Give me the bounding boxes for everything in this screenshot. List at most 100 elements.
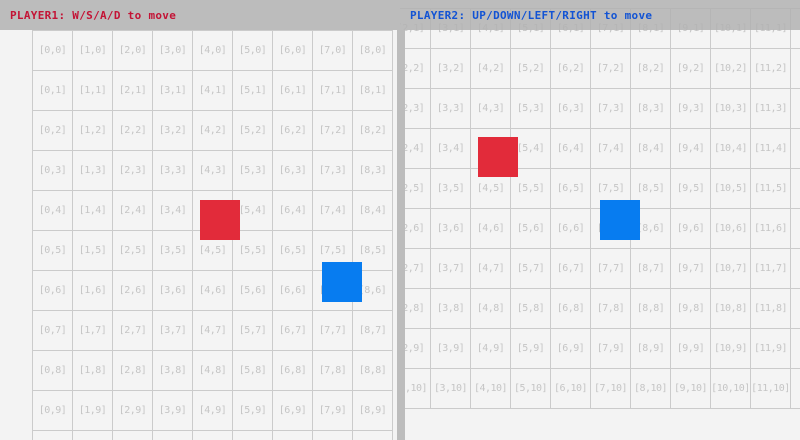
- grid-cell: [9,2]: [670, 48, 711, 89]
- grid-cell: [8,9]: [352, 390, 393, 431]
- grid-cell: [2,10]: [400, 368, 431, 409]
- grid-cell: [2,0]: [112, 30, 153, 71]
- grid-cell: [790, 368, 800, 409]
- grid-cell: [5,2]: [232, 110, 273, 151]
- grid-cell: [4,0]: [192, 30, 233, 71]
- grid-cell: [3,0]: [152, 30, 193, 71]
- grid-cell: [2,1]: [112, 70, 153, 111]
- grid-cell: [4,7]: [470, 248, 511, 289]
- grid-cell: [3,9]: [430, 328, 471, 369]
- grid-cell: [1,1]: [72, 70, 113, 111]
- grid-cell: [10,6]: [710, 208, 751, 249]
- grid-cell: [8,3]: [352, 150, 393, 191]
- grid-cell: [6,5]: [272, 230, 313, 271]
- grid-cell: [312, 430, 353, 440]
- grid-cell: [6,5]: [550, 168, 591, 209]
- grid-cell: [1,4]: [72, 190, 113, 231]
- grid-cell: [5,9]: [232, 390, 273, 431]
- grid-cell: [9,9]: [670, 328, 711, 369]
- grid-cell: [8,8]: [352, 350, 393, 391]
- grid-cell: [2,6]: [112, 270, 153, 311]
- grid-cell: [9,10]: [670, 368, 711, 409]
- grid-cell: [4,2]: [470, 48, 511, 89]
- grid-cell: [9,4]: [670, 128, 711, 169]
- grid-cell: [0,7]: [32, 310, 73, 351]
- grid-cell: [790, 168, 800, 209]
- grid-cell: [9,3]: [670, 88, 711, 129]
- grid-cell: [7,0]: [312, 30, 353, 71]
- grid-cell: [192, 430, 233, 440]
- grid-cell: [3,4]: [430, 128, 471, 169]
- grid-cell: [2,9]: [112, 390, 153, 431]
- grid-cell: [4,9]: [470, 328, 511, 369]
- grid-cell: [5,6]: [510, 208, 551, 249]
- grid-cell: [8,2]: [630, 48, 671, 89]
- grid-cell: [6,7]: [272, 310, 313, 351]
- grid-cell: [352, 430, 393, 440]
- grid-cell: [5,5]: [510, 168, 551, 209]
- grid-cell: [5,1]: [232, 70, 273, 111]
- grid-cell: [7,3]: [590, 88, 631, 129]
- grid-cell: [8,9]: [630, 328, 671, 369]
- player1-viewport[interactable]: [0,0] [1,0] [2,0] [3,0] [4,0] [5,0] [6,0] [7,0]…: [0, 0, 400, 440]
- grid-cell: [6,9]: [272, 390, 313, 431]
- grid-cell: [152, 430, 193, 440]
- grid-cell: [4,2]: [192, 110, 233, 151]
- grid-cell: [0,3]: [32, 150, 73, 191]
- grid-cell: [72, 430, 113, 440]
- grid-cell: [10,9]: [710, 328, 751, 369]
- grid-cell: [2,5]: [112, 230, 153, 271]
- player2-viewport[interactable]: [2,1][3,1][4,1][5,1][6,1][7,1][8,1][9,1]…: [400, 0, 800, 440]
- grid-cell: [3,6]: [430, 208, 471, 249]
- grid-cell: [3,4]: [152, 190, 193, 231]
- grid-cell: [8,10]: [630, 368, 671, 409]
- grid-cell: [6,2]: [272, 110, 313, 151]
- grid-cell: [5,3]: [510, 88, 551, 129]
- grid-cell: [0,9]: [32, 390, 73, 431]
- grid-cell: [790, 48, 800, 89]
- grid-cell: [1,6]: [72, 270, 113, 311]
- grid-cell: [5,7]: [510, 248, 551, 289]
- grid-cell: [8,4]: [630, 128, 671, 169]
- grid-cell: [3,8]: [152, 350, 193, 391]
- grid-cell: [3,1]: [152, 70, 193, 111]
- grid-cell: [4,3]: [192, 150, 233, 191]
- grid-cell: [9,6]: [670, 208, 711, 249]
- grid-cell: [7,7]: [312, 310, 353, 351]
- grid-cell: [6,3]: [272, 150, 313, 191]
- grid-cell: [7,4]: [590, 128, 631, 169]
- grid-cell: [4,7]: [192, 310, 233, 351]
- grid-cell: [1,7]: [72, 310, 113, 351]
- grid-cell: [32, 430, 73, 440]
- panel-divider-scrollbar[interactable]: [397, 30, 405, 440]
- grid-cell: [232, 430, 273, 440]
- player1-red-square: [200, 200, 240, 240]
- grid-cell: [790, 328, 800, 369]
- grid-cell: [3,2]: [430, 48, 471, 89]
- grid-cell: [112, 430, 153, 440]
- grid-cell: [10,2]: [710, 48, 751, 89]
- grid-cell: [6,4]: [550, 128, 591, 169]
- grid-cell: [10,8]: [710, 288, 751, 329]
- grid-cell: [10,3]: [710, 88, 751, 129]
- grid-cell: [4,6]: [470, 208, 511, 249]
- grid-cell: [2,7]: [112, 310, 153, 351]
- grid-cell: [7,9]: [590, 328, 631, 369]
- grid-cell: [3,3]: [152, 150, 193, 191]
- grid-cell: [790, 248, 800, 289]
- grid-cell: [3,8]: [430, 288, 471, 329]
- grid-cell: [4,10]: [470, 368, 511, 409]
- player1-header: PLAYER1: W/S/A/D to move: [0, 0, 400, 30]
- grid-cell: [2,4]: [400, 128, 431, 169]
- grid-cell: [1,5]: [72, 230, 113, 271]
- grid-cell: [7,3]: [312, 150, 353, 191]
- grid-cell: [4,3]: [470, 88, 511, 129]
- grid-cell: [6,6]: [550, 208, 591, 249]
- grid-cell: [4,8]: [192, 350, 233, 391]
- grid-cell: [6,3]: [550, 88, 591, 129]
- grid-cell: [8,0]: [352, 30, 393, 71]
- grid-cell: [10,5]: [710, 168, 751, 209]
- grid-cell: [8,8]: [630, 288, 671, 329]
- grid-cell: [6,8]: [550, 288, 591, 329]
